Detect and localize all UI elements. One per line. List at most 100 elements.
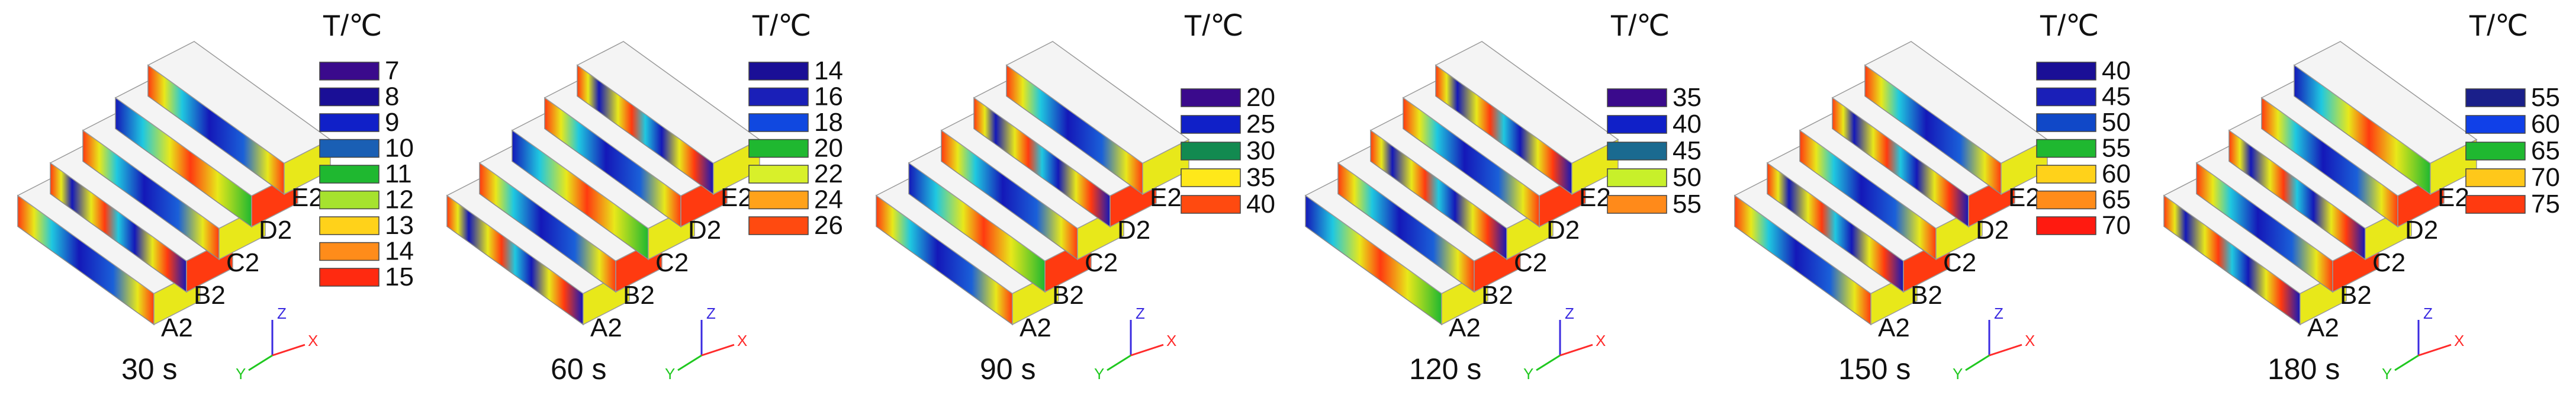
time-label: 180 s	[2268, 352, 2340, 386]
legend-label: 55	[2102, 134, 2131, 163]
legend-swatch	[1607, 195, 1667, 214]
z-axis-label: Z	[1565, 304, 1574, 322]
time-label: 120 s	[1409, 352, 1481, 386]
legend-swatch	[319, 62, 380, 81]
legend-swatch	[2036, 216, 2096, 235]
z-axis-label: Z	[1994, 304, 2003, 322]
legend-swatch	[748, 62, 809, 81]
legend-swatch	[1181, 115, 1241, 134]
row-label: D2	[688, 216, 721, 245]
legend-swatch	[1607, 88, 1667, 107]
x-axis-line	[1130, 344, 1164, 357]
legend-label: 18	[814, 108, 843, 137]
legend-title: T/℃	[752, 9, 812, 42]
legend-swatch	[2036, 165, 2096, 184]
legend-title: T/℃	[2469, 9, 2529, 42]
y-axis-line	[248, 354, 273, 371]
legend-swatch	[1181, 168, 1241, 187]
y-axis-line	[1965, 354, 1990, 371]
row-label: C2	[1085, 248, 1118, 277]
legend-label: 11	[385, 159, 412, 188]
row-label: D2	[1546, 216, 1580, 245]
legend-label: 45	[1673, 136, 1702, 165]
row-label: E2	[721, 183, 752, 212]
time-label: 150 s	[1838, 352, 1911, 386]
legend-swatch	[319, 190, 380, 210]
legend-label: 60	[2531, 110, 2560, 139]
legend-swatch	[319, 113, 380, 132]
z-axis-label: Z	[277, 304, 287, 322]
legend-swatch	[1607, 115, 1667, 134]
row-label: A2	[1449, 313, 1481, 342]
x-axis-label: X	[1596, 332, 1606, 350]
x-axis-label: X	[308, 332, 318, 350]
legend-label: 7	[385, 56, 399, 85]
x-axis-label: X	[737, 332, 747, 350]
legend-title: T/℃	[2040, 9, 2099, 42]
row-label: A2	[161, 313, 193, 342]
legend-label: 60	[2102, 159, 2131, 188]
legend-label: 14	[385, 237, 414, 266]
legend-label: 8	[385, 82, 399, 111]
row-label: B2	[623, 281, 655, 310]
legend-label: 13	[385, 211, 414, 240]
y-axis-label: Y	[2382, 365, 2392, 383]
y-axis-line	[677, 354, 702, 371]
legend-label: 55	[2531, 83, 2560, 112]
legend-swatch	[2036, 87, 2096, 107]
y-axis-label: Y	[236, 365, 246, 383]
axis-triad: Z X Y	[236, 304, 318, 383]
legend-swatch	[2465, 115, 2526, 134]
legend-swatch	[748, 165, 809, 184]
legend-label: 65	[2102, 185, 2131, 214]
y-axis-label: Y	[665, 365, 675, 383]
legend-swatch	[2036, 62, 2096, 81]
row-label: E2	[2008, 183, 2040, 212]
axis-triad: Z X Y	[1523, 304, 1606, 383]
x-axis-label: X	[2025, 332, 2035, 350]
legend-label: 15	[385, 262, 414, 291]
legend-swatch	[748, 190, 809, 210]
row-label: E2	[1579, 183, 1611, 212]
row-label: B2	[1052, 281, 1084, 310]
row-label: C2	[1514, 248, 1547, 277]
legend-swatch	[319, 216, 380, 235]
legend-label: 70	[2531, 163, 2560, 192]
y-axis-line	[1107, 354, 1131, 371]
legend-swatch	[1181, 88, 1241, 107]
legend-label: 40	[2102, 56, 2131, 85]
legend-label: 40	[1673, 110, 1702, 139]
legend-title: T/℃	[1610, 9, 1670, 42]
y-axis-label: Y	[1094, 365, 1104, 383]
x-axis-label: X	[2454, 332, 2464, 350]
row-label: D2	[1117, 216, 1150, 245]
legend-label: 35	[1673, 83, 1702, 112]
legend-label: 50	[2102, 108, 2131, 137]
row-label: A2	[590, 313, 622, 342]
legend-label: 9	[385, 108, 399, 137]
time-label: 30 s	[121, 352, 178, 386]
row-label: A2	[1878, 313, 1910, 342]
legend-label: 20	[814, 134, 843, 163]
legend-label: 16	[814, 82, 843, 111]
y-axis-line	[1536, 354, 1561, 371]
legend-label: 45	[2102, 82, 2131, 111]
row-label: D2	[1976, 216, 2009, 245]
x-axis-label: X	[1166, 332, 1176, 350]
legend-label: 14	[814, 56, 843, 85]
x-axis-line	[1989, 344, 2022, 357]
x-axis-line	[272, 344, 305, 357]
time-label: 90 s	[980, 352, 1036, 386]
legend-swatch	[2465, 142, 2526, 161]
legend-label: 75	[2531, 190, 2560, 219]
legend-swatch	[1607, 142, 1667, 161]
legend-label: 70	[2102, 211, 2131, 240]
row-label: B2	[1481, 281, 1513, 310]
